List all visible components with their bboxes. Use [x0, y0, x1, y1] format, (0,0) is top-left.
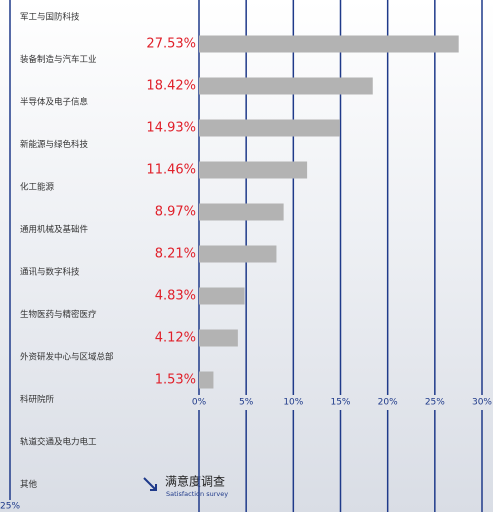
bar	[199, 203, 284, 221]
sidebar-item: 军工与国防科技	[20, 12, 80, 23]
x-tick-label: 10%	[283, 398, 303, 408]
x-tick-label: 15%	[330, 398, 350, 408]
x-tick-label: 25%	[425, 398, 445, 408]
sidebar-item: 外资研发中心与区域总部	[20, 352, 114, 363]
footer-title: 满意度调查	[165, 474, 225, 489]
bar	[199, 77, 373, 95]
x-tick-label: 20%	[378, 398, 398, 408]
x-tick-label: 30%	[472, 398, 492, 408]
value-label: 11.46%	[146, 163, 196, 178]
sidebar-item: 半导体及电子信息	[20, 97, 89, 108]
bar	[199, 245, 277, 263]
bar	[199, 161, 308, 179]
value-label: 8.97%	[155, 205, 196, 220]
sidebar-item: 通讯与数字科技	[20, 267, 80, 278]
value-label: 27.53%	[146, 37, 196, 52]
x-tick-label: 5%	[239, 398, 254, 408]
sidebar-scale: 25%	[0, 502, 20, 512]
sidebar-item: 装备制造与汽车工业	[20, 54, 97, 65]
value-label: 4.12%	[155, 331, 196, 346]
sidebar-item: 新能源与绿色科技	[20, 139, 89, 150]
bar	[199, 371, 214, 389]
bar	[199, 329, 238, 347]
footer-subtitle: Satisfaction survey	[166, 490, 228, 498]
sidebar-item: 其他	[20, 479, 38, 490]
footer-icon	[143, 477, 157, 491]
sidebar-item: 生物医药与精密医疗	[20, 309, 97, 320]
bar	[199, 287, 245, 305]
bar	[199, 35, 459, 53]
value-label: 14.93%	[146, 121, 196, 136]
value-label: 1.53%	[155, 373, 196, 388]
sidebar-item: 通用机械及基础件	[20, 224, 89, 235]
sidebar-item: 轨道交通及电力电工	[20, 437, 97, 448]
value-label: 8.21%	[155, 247, 196, 262]
x-tick-label: 0%	[192, 398, 207, 408]
sidebar-item: 科研院所	[20, 394, 55, 405]
sidebar-item: 化工能源	[20, 182, 55, 193]
value-label: 18.42%	[146, 79, 196, 94]
bar	[199, 119, 340, 137]
value-label: 4.83%	[155, 289, 196, 304]
